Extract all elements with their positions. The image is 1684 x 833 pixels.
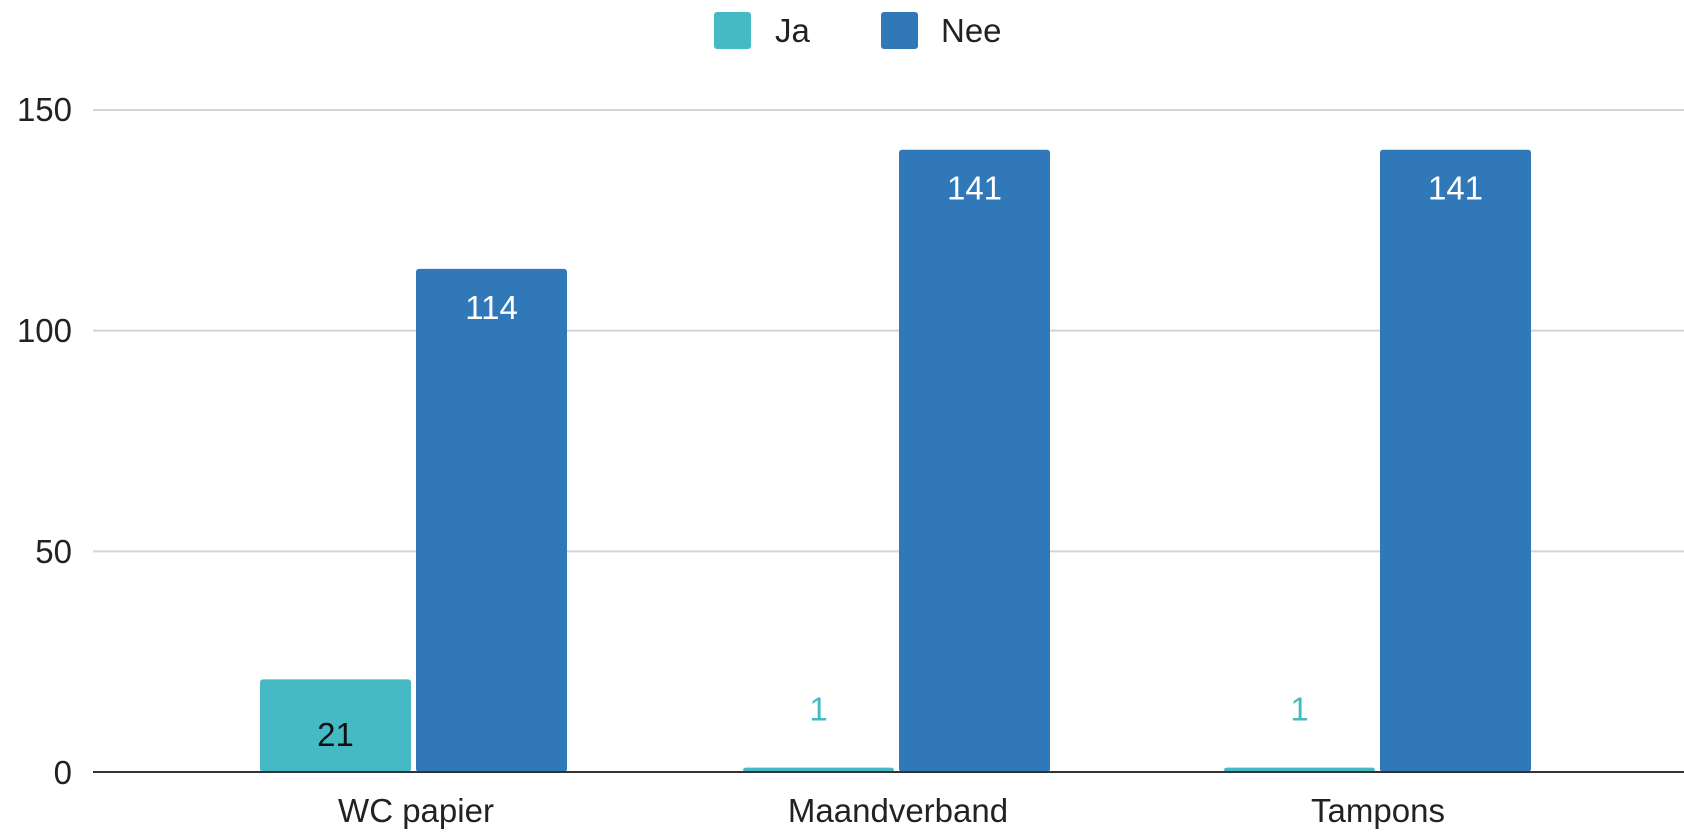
x-tick-label-maandverband: Maandverband — [788, 792, 1008, 829]
x-axis: WC papier Maandverband Tampons — [338, 792, 1445, 829]
data-label-nee-wc-papier: 114 — [465, 289, 518, 326]
data-label-ja-maandverband: 1 — [809, 691, 827, 728]
bar-nee-tampons — [1380, 149, 1531, 773]
x-tick-label-tampons: Tampons — [1311, 792, 1445, 829]
bars — [260, 149, 1531, 773]
legend-swatch-ja — [714, 12, 751, 49]
data-label-nee-maandverband: 141 — [947, 170, 1002, 207]
data-label-ja-tampons: 1 — [1290, 691, 1308, 728]
bar-ja-maandverband — [743, 767, 894, 772]
chart-legend: Ja Nee — [714, 12, 1002, 49]
bar-ja-wc-papier — [260, 679, 411, 772]
y-tick-label-50: 50 — [35, 533, 72, 570]
y-tick-label-0: 0 — [54, 754, 72, 791]
legend-swatch-nee — [881, 12, 918, 49]
data-label-nee-tampons: 141 — [1428, 170, 1483, 207]
bar-ja-tampons — [1224, 767, 1375, 772]
legend-label-ja: Ja — [775, 12, 811, 49]
legend-label-nee: Nee — [941, 12, 1002, 49]
x-tick-label-wc-papier: WC papier — [338, 792, 494, 829]
y-tick-label-100: 100 — [17, 312, 72, 349]
y-axis: 0 50 100 150 — [17, 91, 72, 791]
bar-nee-wc-papier — [416, 268, 567, 772]
y-tick-label-150: 150 — [17, 91, 72, 128]
bar-nee-maandverband — [899, 149, 1050, 773]
data-label-ja-wc-papier: 21 — [317, 716, 354, 753]
